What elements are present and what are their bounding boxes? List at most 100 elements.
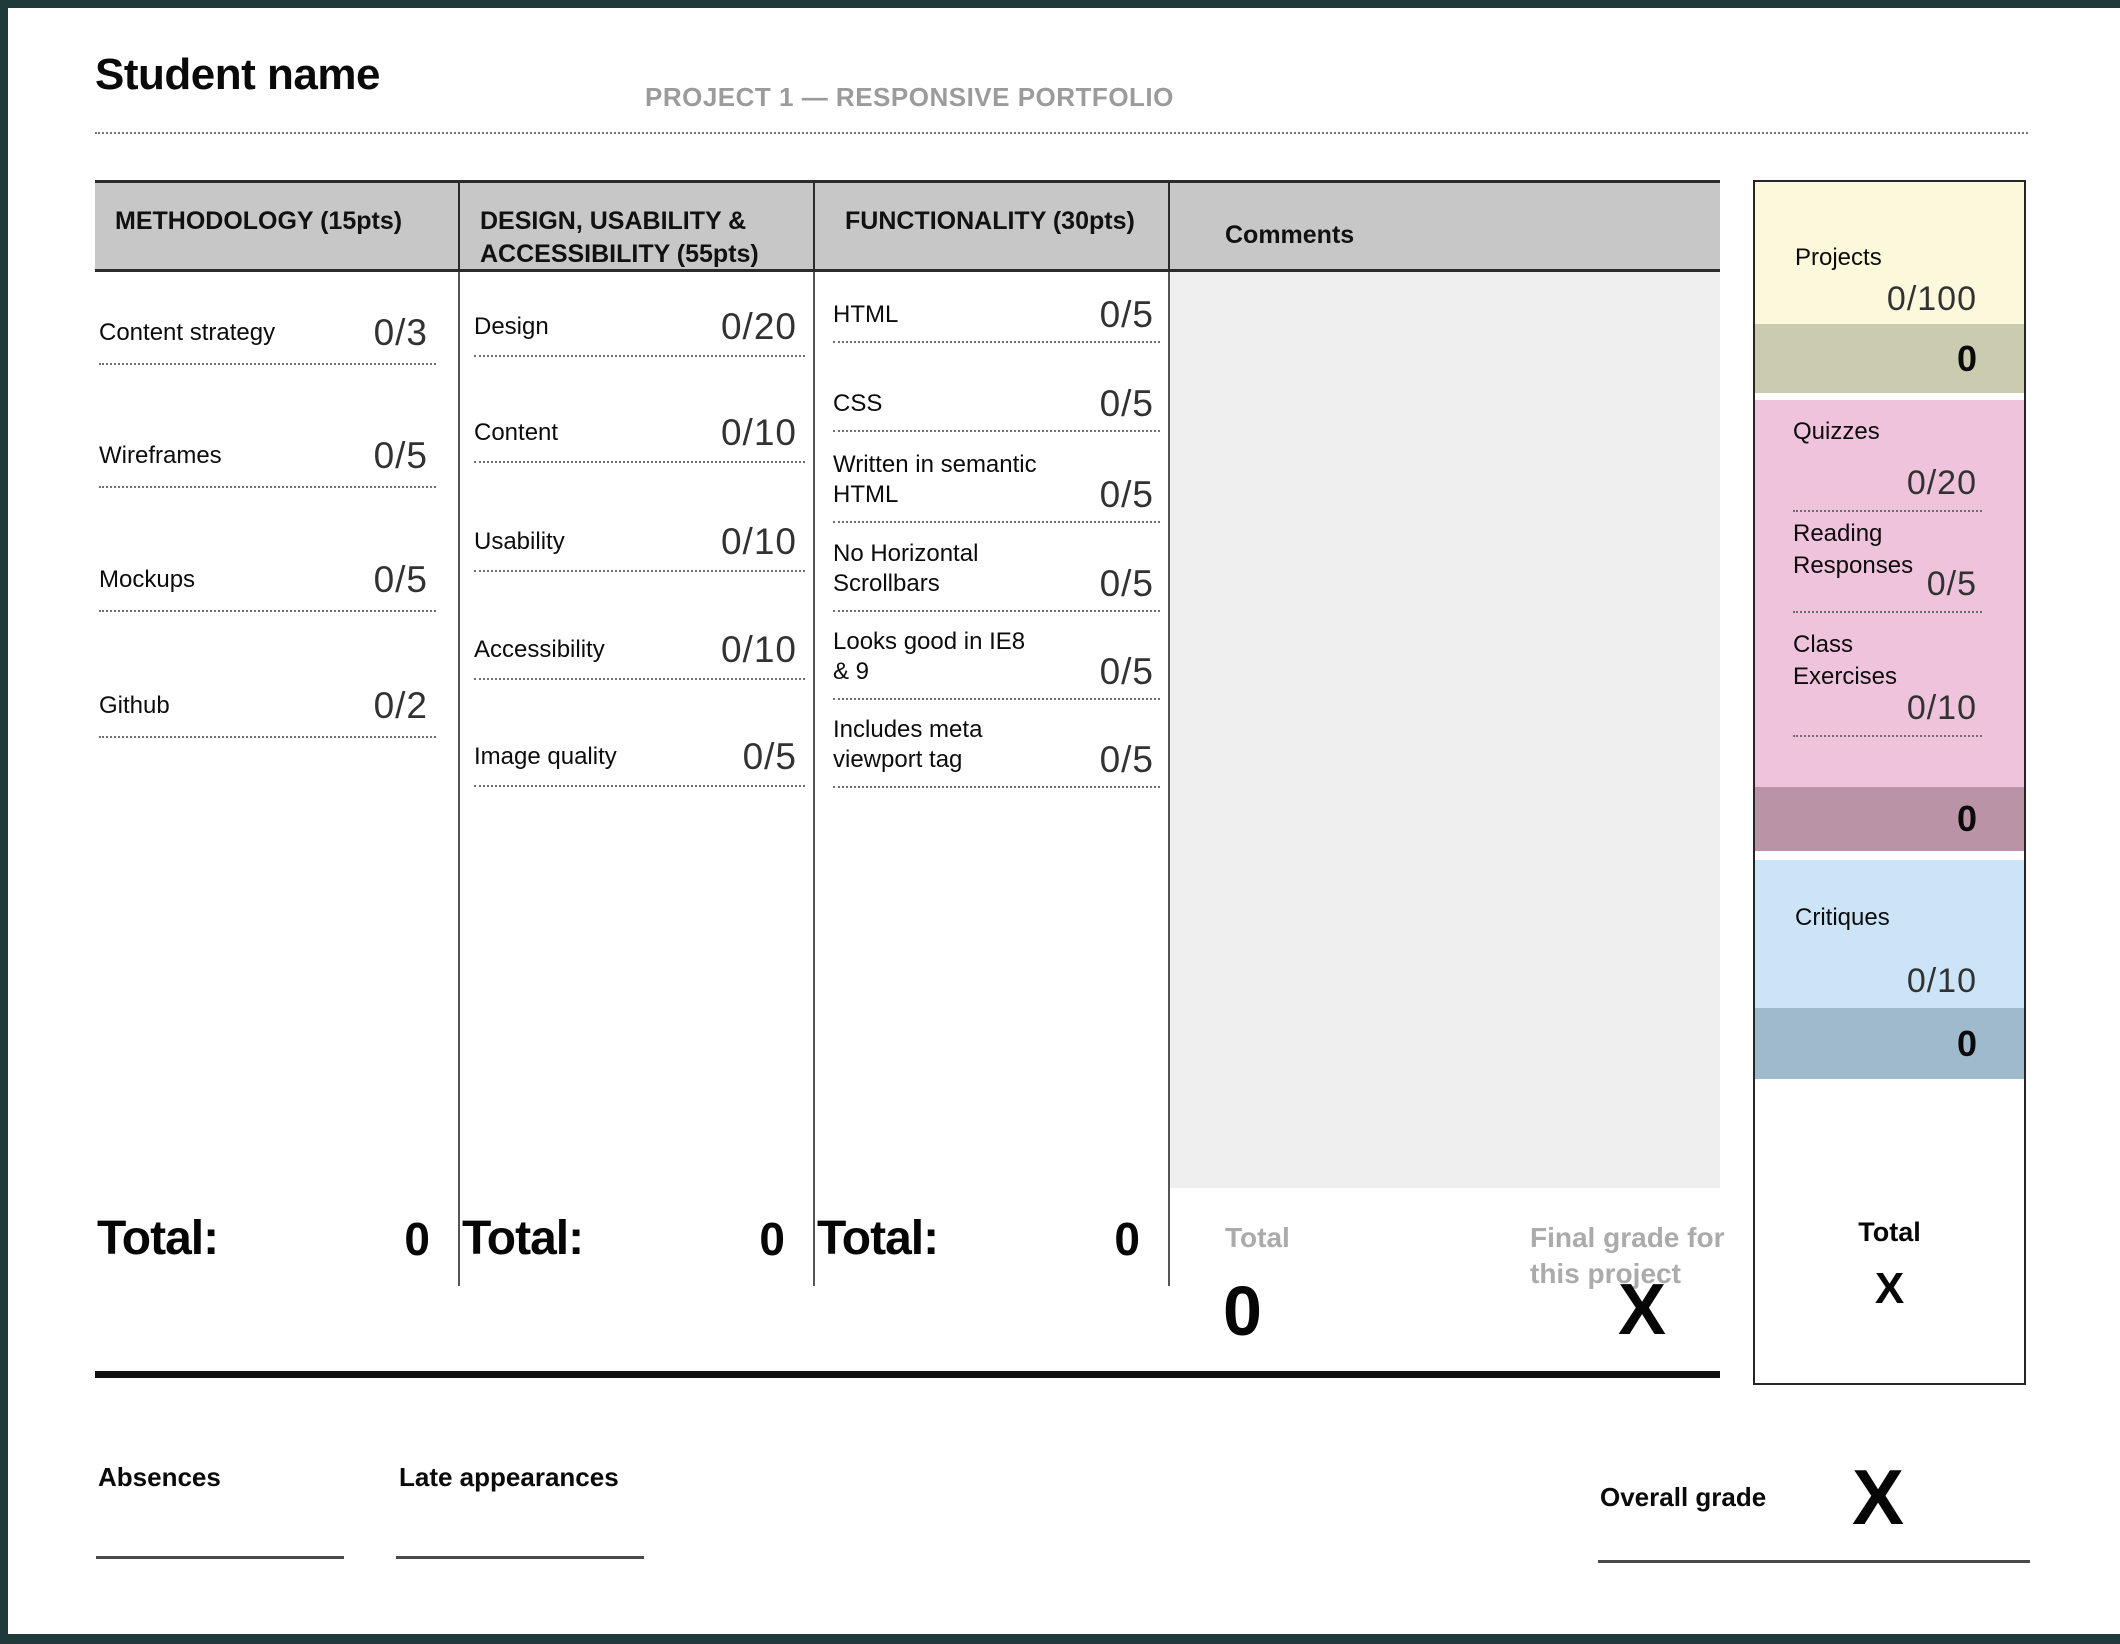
project-total-label: Total: [1225, 1222, 1290, 1253]
criterion-score[interactable]: 0/5: [1099, 563, 1154, 604]
class-exercises-score[interactable]: 0/10: [1906, 689, 1977, 727]
comments-textarea[interactable]: [1170, 272, 1720, 1188]
criterion-score[interactable]: 0/5: [1099, 383, 1154, 424]
total-label: Total:: [462, 1212, 584, 1265]
criterion-score[interactable]: 0/5: [1099, 739, 1154, 780]
criterion-score[interactable]: 0/2: [373, 685, 428, 726]
quizzes-score[interactable]: 0/20: [1906, 464, 1977, 502]
column-header-comments: Comments: [1225, 221, 1355, 249]
sidebar-row-reading: Reading Responses 0/5: [1755, 512, 2024, 613]
design-total-row: Total: 0: [460, 1211, 813, 1286]
column-spacer: [460, 787, 813, 1211]
criterion-score[interactable]: 0/5: [373, 559, 428, 600]
section-gap: [1755, 393, 2024, 400]
reading-responses-score[interactable]: 0/5: [1926, 565, 1977, 603]
functionality-column: HTML 0/5 CSS 0/5 Written in semantic HTM…: [815, 272, 1170, 1286]
design-column: Design 0/20 Content 0/10 Usability 0/10 …: [460, 272, 815, 1286]
critiques-score[interactable]: 0/10: [1906, 962, 1977, 1000]
comments-footer: Total 0 Final grade for this project X: [1170, 1188, 1724, 1346]
criterion-label: Written in semantic HTML: [833, 450, 1037, 509]
course-total-section: Total X: [1755, 1079, 2024, 1383]
class-exercises-label: Class Exercises: [1793, 631, 1898, 691]
criterion-label: Content strategy: [99, 319, 276, 347]
criterion-label: Github: [99, 692, 170, 720]
criterion-row: Looks good in IE8 & 9 0/5: [815, 612, 1168, 700]
final-grade-label: Final grade for this project: [1530, 1222, 1725, 1290]
criterion-label: Usability: [474, 528, 565, 556]
critiques-label: Critiques: [1795, 904, 1890, 931]
criterion-row: CSS 0/5: [815, 343, 1168, 432]
criterion-score[interactable]: 0/10: [720, 412, 797, 453]
section-gap: [1755, 851, 2024, 860]
criterion-row: Written in semantic HTML 0/5: [815, 432, 1168, 523]
row-divider: [99, 736, 436, 738]
criterion-label: Wireframes: [99, 442, 222, 470]
late-appearances-field[interactable]: [396, 1556, 644, 1559]
criterion-row: Content 0/10: [460, 357, 813, 463]
critiques-subtotal[interactable]: 0: [1755, 1008, 2024, 1079]
criterion-row: Wireframes 0/5: [95, 365, 458, 488]
criterion-label: Accessibility: [474, 636, 605, 664]
absences-field[interactable]: [96, 1556, 344, 1559]
row-divider: [474, 678, 805, 680]
column-header-design: DESIGN, USABILITY & ACCESSIBILITY (55pts…: [460, 183, 815, 269]
row-divider: [833, 430, 1160, 432]
criterion-row: Usability 0/10: [460, 463, 813, 572]
criterion-score[interactable]: 0/5: [373, 435, 428, 476]
project-total-value[interactable]: 0: [1223, 1272, 1262, 1350]
criterion-score[interactable]: 0/5: [1099, 651, 1154, 692]
sidebar-row-quizzes: Quizzes 0/20: [1755, 400, 2024, 512]
final-grade-value[interactable]: X: [1618, 1270, 1667, 1350]
criterion-row: Github 0/2: [95, 612, 458, 738]
projects-score[interactable]: 0/100: [1886, 280, 1977, 318]
criterion-row: HTML 0/5: [815, 272, 1168, 343]
projects-subtotal[interactable]: 0: [1755, 324, 2024, 393]
participation-section: Quizzes 0/20 Reading Responses 0/5 Class…: [1755, 400, 2024, 787]
total-value[interactable]: 0: [1114, 1213, 1140, 1265]
rubric-table-body: Content strategy 0/3 Wireframes 0/5 Mock…: [95, 272, 1724, 1346]
total-value[interactable]: 0: [759, 1213, 785, 1265]
overall-grade-label: Overall grade: [1600, 1482, 1767, 1512]
participation-subtotal[interactable]: 0: [1755, 787, 2024, 851]
criterion-row: Image quality 0/5: [460, 680, 813, 787]
row-divider: [474, 570, 805, 572]
criterion-label: Looks good in IE8 & 9: [833, 627, 1026, 686]
criterion-score[interactable]: 0/5: [1099, 294, 1154, 335]
course-total-value[interactable]: X: [1874, 1264, 1905, 1313]
criterion-label: HTML: [833, 301, 899, 329]
critiques-section: Critiques 0/10: [1755, 860, 2024, 1008]
overall-grade-line: [1598, 1560, 2030, 1563]
criterion-score[interactable]: 0/5: [1099, 474, 1154, 515]
row-divider: [99, 610, 436, 612]
row-divider: [99, 363, 436, 365]
criterion-label: Includes meta viewport tag: [833, 715, 983, 774]
criterion-score[interactable]: 0/10: [720, 521, 797, 562]
student-name[interactable]: Student name: [95, 50, 380, 99]
total-value[interactable]: 0: [404, 1213, 430, 1265]
project-title: PROJECT 1 — RESPONSIVE PORTFOLIO: [645, 82, 1174, 112]
column-header-methodology: METHODOLOGY (15pts): [95, 183, 460, 269]
column-spacer: [95, 738, 458, 1211]
projects-section: Projects 0/100: [1755, 182, 2024, 324]
total-label: Total:: [817, 1212, 939, 1265]
criterion-score[interactable]: 0/10: [720, 629, 797, 670]
overall-grade-value[interactable]: X: [1852, 1453, 1905, 1541]
criterion-label: No Horizontal Scrollbars: [833, 539, 979, 598]
criterion-row: No Horizontal Scrollbars 0/5: [815, 523, 1168, 612]
methodology-total-row: Total: 0: [95, 1211, 458, 1286]
criterion-score[interactable]: 0/5: [742, 736, 797, 777]
late-appearances-label: Late appearances: [399, 1462, 619, 1492]
criterion-label: Design: [474, 313, 549, 341]
row-divider: [474, 785, 805, 787]
criterion-score[interactable]: 0/3: [373, 312, 428, 353]
column-header-functionality: FUNCTIONALITY (30pts): [815, 183, 1170, 269]
criterion-label: Content: [474, 419, 559, 447]
projects-label: Projects: [1795, 244, 1882, 271]
sidebar-row-exercises: Class Exercises 0/10: [1755, 613, 2024, 737]
quizzes-label: Quizzes: [1793, 418, 1880, 445]
course-total-label: Total: [1858, 1217, 1921, 1247]
criterion-score[interactable]: 0/20: [720, 306, 797, 347]
methodology-column: Content strategy 0/3 Wireframes 0/5 Mock…: [95, 272, 460, 1286]
rubric-table: METHODOLOGY (15pts) DESIGN, USABILITY & …: [95, 180, 1724, 1378]
